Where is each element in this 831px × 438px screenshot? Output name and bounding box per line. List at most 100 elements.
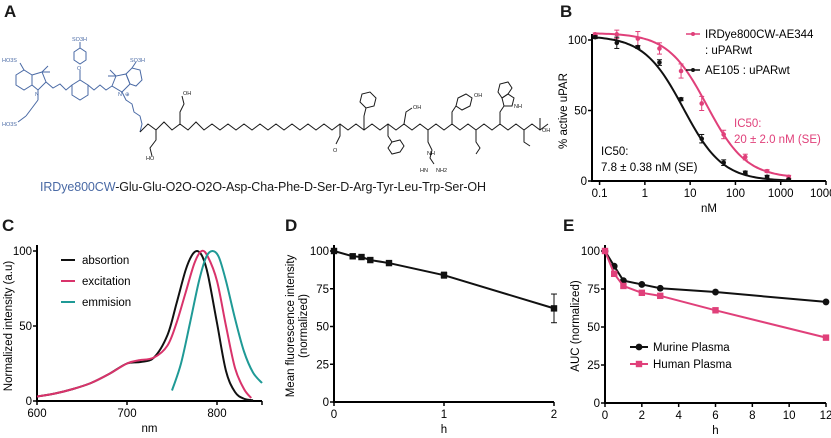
x-tick-label: 0.1	[592, 188, 608, 200]
data-point	[678, 96, 684, 102]
tyrosine-ring	[455, 93, 473, 111]
y-tick-label: 25	[316, 359, 329, 371]
peptide-sequence: IRDye800CW-Glu-Glu-O2O-O2O-Asp-Cha-Phe-D…	[40, 180, 486, 194]
panel-letter-b: B	[560, 2, 573, 21]
x-tick-label: 0	[602, 410, 608, 422]
dye-structure	[15, 42, 143, 133]
data-point	[712, 307, 719, 314]
data-point	[601, 247, 609, 255]
panel-letter-a: A	[4, 2, 17, 21]
atom-label-o-asp: O	[333, 148, 338, 154]
x-axis-label: nm	[142, 423, 158, 435]
y-tick-label: 0	[581, 176, 587, 188]
y-axis-label: AUC (normalized)	[570, 280, 582, 372]
atom-label-ho-glu1: HO	[146, 156, 155, 162]
atom-label-nh-trp: NH	[514, 104, 522, 110]
data-point	[440, 271, 448, 279]
legend-marker	[635, 360, 643, 368]
data-point	[385, 259, 393, 267]
y-tick-label: 50	[574, 106, 587, 118]
atom-label-nh2-arg: NH2	[436, 168, 447, 174]
x-axis-label: h	[441, 424, 447, 436]
x-tick-label: 6	[712, 410, 718, 422]
panel-letter-d: D	[285, 216, 298, 235]
atom-label-ho3s-bottom: HO3S	[2, 122, 17, 128]
y-tick-label: 75	[316, 284, 329, 296]
legend-label-human: Human Plasma	[653, 359, 732, 371]
peptide-atom-labels: OH HO O NH HN NH2 NH OH OH OH	[146, 91, 550, 174]
phenyl-ring	[387, 139, 405, 155]
x-tick-label: 100	[726, 188, 745, 200]
data-point	[638, 281, 646, 288]
y-tick-label: 100	[581, 246, 600, 258]
data-point	[764, 174, 770, 180]
x-tick-label: 2	[551, 409, 557, 421]
y-tick-label: 0	[594, 398, 600, 410]
indole-ring-6	[497, 81, 513, 99]
legend-label-absortion: absortion	[82, 255, 129, 267]
chart-d-photostability: 0 25 50 75 100 0 1 2 h Mean fluorescence intensit…	[285, 245, 557, 436]
x-tick-label: 10	[783, 410, 796, 422]
x-tick-label: 700	[117, 408, 136, 420]
legend-marker	[635, 343, 643, 351]
legend-label-excitation: excitation	[82, 276, 131, 288]
data-point	[657, 60, 662, 65]
y-tick-label: 100	[568, 35, 587, 47]
legend-label-irdye: IRDye800CW-AE344	[705, 29, 814, 41]
data-point	[620, 282, 627, 290]
data-point	[822, 298, 830, 306]
atom-label-nh-arg: NH	[427, 151, 435, 157]
spectrum-curve-excitation	[36, 249, 252, 399]
data-point	[358, 253, 365, 261]
y-axis-label-line2: (normalized)	[298, 294, 310, 358]
x-axis-label: h	[712, 425, 718, 437]
legend-label-irdye-line2: : uPARwt	[705, 45, 753, 57]
atom-label-n-right: N	[118, 92, 122, 98]
sequence-peptide: -Glu-Glu-O2O-O2O-Asp-Cha-Phe-D-Ser-D-Arg…	[115, 180, 486, 194]
x-tick-label: 1	[441, 409, 447, 421]
left-pyrrole-ring	[31, 71, 47, 91]
data-point	[638, 289, 646, 296]
x-tick-label: 10	[684, 188, 697, 200]
panel-letter-e: E	[563, 216, 575, 235]
x-tick-label: 4	[675, 410, 682, 422]
cyclohexyl-ring	[359, 91, 377, 109]
left-benzene-ring	[15, 69, 33, 91]
atom-label-so3h-right: SO3H	[130, 58, 145, 64]
y-tick-label: 100	[13, 246, 32, 258]
panel-letter-c: C	[2, 216, 15, 235]
dye-atom-labels: SO3H HO3S SO3H HO3S O N N ⊕	[2, 37, 145, 128]
chart-b-competition: 0 50 100 0.1 1 10 100 1000 10000 nM % active uPAR I…	[558, 29, 831, 215]
y-tick-label: 0	[26, 396, 32, 408]
data-point	[721, 132, 726, 137]
data-point	[367, 256, 374, 264]
data-point	[712, 288, 719, 296]
y-tick-label: 100	[310, 246, 329, 258]
x-tick-label: 10000	[810, 188, 831, 200]
ic50-value-ae105: 7.8 ± 0.38 nM (SE)	[601, 162, 698, 174]
atom-label-ho3s-left: HO3S	[2, 58, 17, 64]
data-point	[657, 46, 662, 51]
chemical-structure: SO3H HO3S SO3H HO3S O N N ⊕	[2, 37, 550, 174]
atom-label-n-left: N	[35, 92, 39, 98]
right-benzene-ring	[125, 67, 143, 87]
atom-label-oh-ser: OH	[413, 105, 421, 111]
series-line	[333, 250, 555, 310]
y-tick-label: 50	[316, 322, 329, 334]
legend-marker-irdye	[691, 32, 695, 36]
indole-ring-5	[501, 93, 515, 107]
x-tick-label: 2	[639, 410, 645, 422]
fit-curve-irdye	[595, 32, 788, 177]
y-tick-label: 75	[587, 284, 600, 296]
y-axis-label: % active uPAR	[558, 73, 570, 149]
ic50-annotation-irdye: IC50:	[734, 118, 762, 130]
data-point	[330, 247, 338, 255]
y-tick-label: 50	[19, 321, 32, 333]
data-point	[721, 160, 726, 165]
atom-label-so3h-top: SO3H	[72, 37, 87, 43]
atom-label-oh-glu2: OH	[183, 91, 191, 97]
data-point	[635, 36, 641, 41]
data-point	[614, 40, 620, 46]
x-tick-label: 1000	[768, 188, 794, 200]
